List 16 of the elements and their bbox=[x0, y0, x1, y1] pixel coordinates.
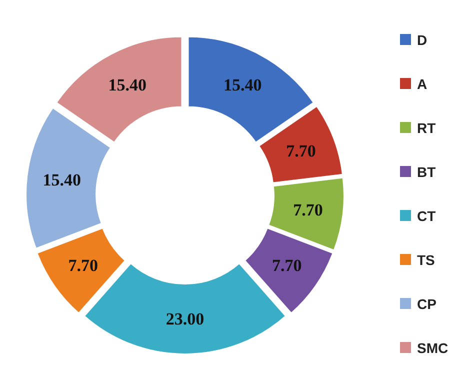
legend-label: SMC bbox=[417, 340, 448, 356]
legend-label: A bbox=[417, 76, 428, 92]
data-label: 7.70 bbox=[286, 142, 316, 161]
legend-label: CT bbox=[417, 208, 436, 224]
legend-label: BT bbox=[417, 164, 436, 180]
legend-label: CP bbox=[417, 296, 436, 312]
data-label: 7.70 bbox=[68, 256, 98, 276]
data-label: 7.70 bbox=[272, 256, 302, 276]
data-label: 15.40 bbox=[108, 76, 146, 95]
data-label: 15.40 bbox=[224, 76, 262, 95]
legend-label: TS bbox=[417, 252, 435, 268]
data-label: 15.40 bbox=[42, 170, 82, 190]
legend-label: D bbox=[417, 32, 428, 48]
data-label: 23.00 bbox=[166, 310, 204, 328]
data-label: 7.70 bbox=[293, 200, 323, 220]
legend-label: RT bbox=[417, 120, 436, 136]
